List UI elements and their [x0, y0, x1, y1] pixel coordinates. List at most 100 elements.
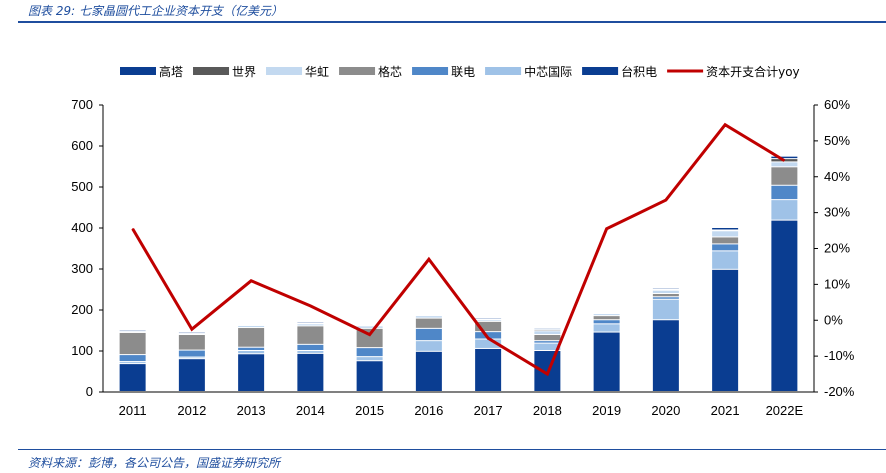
- y2-tick-label: 30%: [824, 205, 850, 220]
- bar-segment: [297, 353, 324, 391]
- bar-segment: [356, 348, 383, 357]
- bar-segment: [119, 332, 146, 355]
- y-tick-label: 200: [71, 302, 93, 317]
- legend-label: 台积电: [621, 64, 657, 79]
- y-tick-label: 700: [71, 97, 93, 112]
- y-axis-right: -20% -10% 0% 10% 20% 30% 40% 50% 60%: [813, 97, 855, 399]
- bar-segment: [593, 320, 620, 324]
- bar-segment: [415, 318, 442, 328]
- bar-segment: [415, 328, 442, 341]
- bar-segment: [238, 351, 265, 354]
- bar-segment: [771, 185, 798, 200]
- yoy-point: [428, 258, 430, 260]
- bar-segment: [475, 321, 502, 332]
- bar-segment: [652, 290, 679, 294]
- legend: 高塔 世界 华虹 格芯 联电 中芯国际 台积电 资本开支合计yoy: [120, 64, 800, 79]
- y-tick-label: 500: [71, 179, 93, 194]
- bar-segment: [712, 269, 739, 391]
- bar-segment: [712, 251, 739, 269]
- bar-segment: [534, 343, 561, 350]
- x-tick-label: 2018: [533, 403, 562, 418]
- y2-tick-label: 20%: [824, 241, 850, 256]
- bar-segment: [119, 362, 146, 364]
- y2-tick-label: 60%: [824, 97, 850, 112]
- bar-segment: [712, 228, 739, 230]
- y2-tick-label: 40%: [824, 169, 850, 184]
- top-rule: [18, 21, 886, 23]
- yoy-point: [783, 160, 785, 162]
- bar-segment: [712, 231, 739, 237]
- bar-segment: [475, 332, 502, 339]
- bar-segment: [593, 314, 620, 316]
- bar-segment: [771, 162, 798, 167]
- legend-swatch: [266, 67, 303, 75]
- legend-swatch: [339, 67, 376, 75]
- bar-segment: [297, 344, 324, 350]
- bar-segment: [297, 351, 324, 353]
- y2-tick-label: 50%: [824, 133, 850, 148]
- y-tick-label: 400: [71, 220, 93, 235]
- bar-segment: [415, 341, 442, 351]
- x-tick-label: 2017: [474, 403, 503, 418]
- yoy-polyline: [131, 122, 786, 377]
- y-axis-left: 0 100 200 300 400 500 600 700: [71, 97, 104, 399]
- figure-caption: 图表 29: 七家晶圆代工企业资本开支（亿美元）: [28, 4, 283, 18]
- bar-segment: [771, 167, 798, 185]
- legend-swatch: [582, 67, 619, 75]
- bar-segment: [712, 237, 739, 244]
- x-tick-label: 2022E: [766, 403, 804, 418]
- bar-segment: [652, 299, 679, 320]
- yoy-point: [132, 228, 134, 230]
- legend-swatch: [193, 67, 230, 75]
- legend-label: 高塔: [159, 64, 183, 79]
- bar-segment: [119, 364, 146, 391]
- x-tick-label: 2013: [237, 403, 266, 418]
- bar-segment: [356, 326, 383, 328]
- bar-segment: [534, 331, 561, 335]
- bar-segment: [712, 244, 739, 251]
- bar-segment: [475, 348, 502, 391]
- yoy-point: [606, 228, 608, 230]
- bar-segment: [119, 355, 146, 362]
- legend-swatch: [485, 67, 522, 75]
- bar-segment: [415, 316, 442, 318]
- bar-segment: [178, 357, 205, 359]
- x-tick-label: 2019: [592, 403, 621, 418]
- bar-segment: [238, 328, 265, 347]
- source-note: 资料来源：彭博，各公司公告，国盛证券研究所: [28, 456, 281, 470]
- x-tick-label: 2011: [119, 403, 147, 418]
- bar-segment: [593, 332, 620, 391]
- legend-swatch: [120, 67, 156, 75]
- y-tick-label: 0: [86, 384, 93, 399]
- yoy-point: [546, 373, 548, 375]
- y2-tick-label: -10%: [824, 348, 855, 363]
- yoy-point: [665, 199, 667, 201]
- legend-label: 资本开支合计yoy: [706, 64, 800, 79]
- legend-label: 联电: [451, 65, 475, 79]
- bar-segment: [415, 351, 442, 391]
- yoy-point: [250, 280, 252, 282]
- y2-tick-label: -20%: [824, 384, 855, 399]
- x-tick-label: 2012: [177, 403, 206, 418]
- bar-segment: [534, 335, 561, 341]
- bar-segment: [356, 357, 383, 361]
- bar-segment: [771, 220, 798, 391]
- bar-segment: [178, 359, 205, 391]
- bar-segment: [534, 341, 561, 343]
- bar-segment: [356, 361, 383, 391]
- x-tick-label: 2016: [414, 403, 443, 418]
- y2-tick-label: 0%: [824, 312, 843, 327]
- x-tick-label: 2015: [355, 403, 384, 418]
- bar-segment: [238, 354, 265, 391]
- yoy-line-series: [131, 122, 786, 377]
- bar-segment: [356, 328, 383, 348]
- bar-segment: [771, 156, 798, 159]
- bar-segment: [652, 320, 679, 391]
- bar-segment: [771, 200, 798, 220]
- yoy-point: [309, 305, 311, 307]
- legend-label: 中芯国际: [524, 64, 572, 79]
- bar-segment: [475, 320, 502, 321]
- bar-segment: [297, 324, 324, 326]
- bar-segment: [297, 326, 324, 344]
